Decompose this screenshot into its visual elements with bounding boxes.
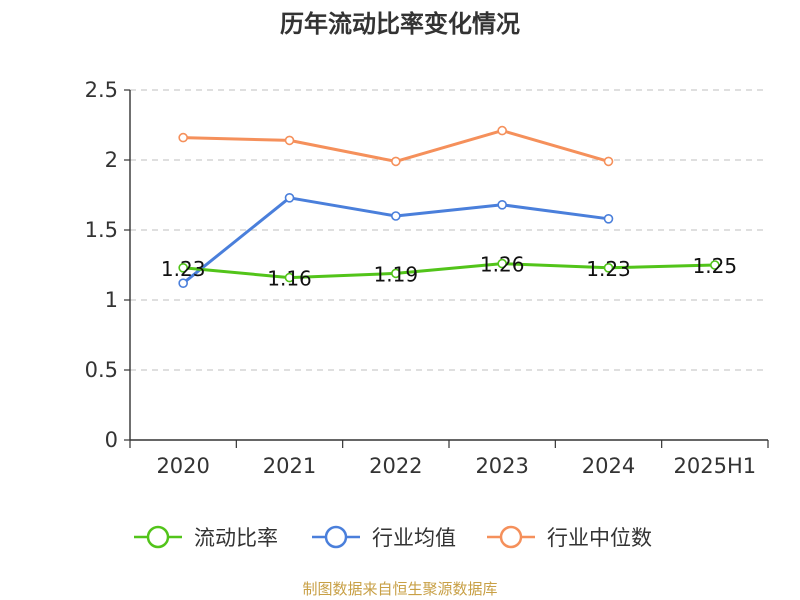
x-tick-label: 2023	[475, 454, 528, 478]
x-tick-label: 2022	[369, 454, 422, 478]
data-label: 1.16	[267, 267, 312, 291]
series-line-0	[181, 262, 717, 280]
data-point[interactable]	[497, 125, 507, 136]
legend-item-0[interactable]: 流动比率	[134, 525, 278, 550]
data-point[interactable]	[391, 268, 401, 279]
data-labels: 1.23 1.16 1.19 1.26 1.23 1.25	[161, 253, 737, 291]
y-tick-label: 0.5	[85, 358, 118, 382]
chart-title: 历年流动比率变化情况	[280, 10, 520, 38]
y-tick-label: 2	[105, 148, 118, 172]
data-point[interactable]	[497, 258, 507, 269]
x-tick-label: 2025H1	[674, 454, 757, 478]
source-note: 制图数据来自恒生聚源数据库	[302, 580, 497, 598]
legend[interactable]: 流动比率 行业均值 行业中位数	[134, 525, 652, 550]
legend-item-2[interactable]: 行业中位数	[487, 525, 652, 550]
data-label: 1.23	[161, 257, 206, 281]
data-label: 1.23	[586, 257, 631, 281]
axes: 0 0.5 1 1.5 2 2.5 2020 2021 2022 2023 2024 2025H1	[85, 78, 769, 478]
x-tick-label: 2024	[582, 454, 635, 478]
data-point[interactable]	[603, 214, 614, 224]
data-point[interactable]	[284, 272, 295, 283]
y-tick-label: 1.5	[85, 218, 118, 242]
legend-item-1[interactable]: 行业均值	[312, 525, 456, 550]
data-label: 1.19	[374, 262, 419, 286]
data-point[interactable]	[603, 156, 614, 167]
y-tick-label: 0	[105, 428, 118, 452]
grid-lines	[130, 89, 768, 371]
x-tick-label: 2021	[263, 454, 316, 478]
data-label: 1.26	[480, 253, 525, 277]
data-point[interactable]	[391, 156, 401, 167]
series-group	[178, 125, 720, 289]
data-point[interactable]	[710, 260, 720, 270]
legend-label: 行业中位数	[547, 526, 652, 550]
data-label: 1.25	[693, 254, 738, 278]
y-tick-label: 2.5	[85, 78, 118, 102]
data-point[interactable]	[178, 132, 188, 143]
data-point[interactable]	[497, 200, 507, 210]
data-point[interactable]	[391, 211, 401, 221]
x-tick-label: 2020	[156, 454, 209, 478]
data-point[interactable]	[284, 193, 295, 203]
data-point[interactable]	[284, 135, 295, 146]
legend-marker	[324, 525, 348, 549]
data-point[interactable]	[178, 278, 188, 289]
legend-marker	[499, 525, 523, 549]
legend-marker	[146, 525, 170, 549]
data-point[interactable]	[178, 262, 188, 273]
y-tick-label: 1	[105, 288, 118, 312]
legend-label: 行业均值	[372, 526, 456, 550]
data-point[interactable]	[603, 262, 614, 273]
legend-label: 流动比率	[194, 526, 278, 550]
